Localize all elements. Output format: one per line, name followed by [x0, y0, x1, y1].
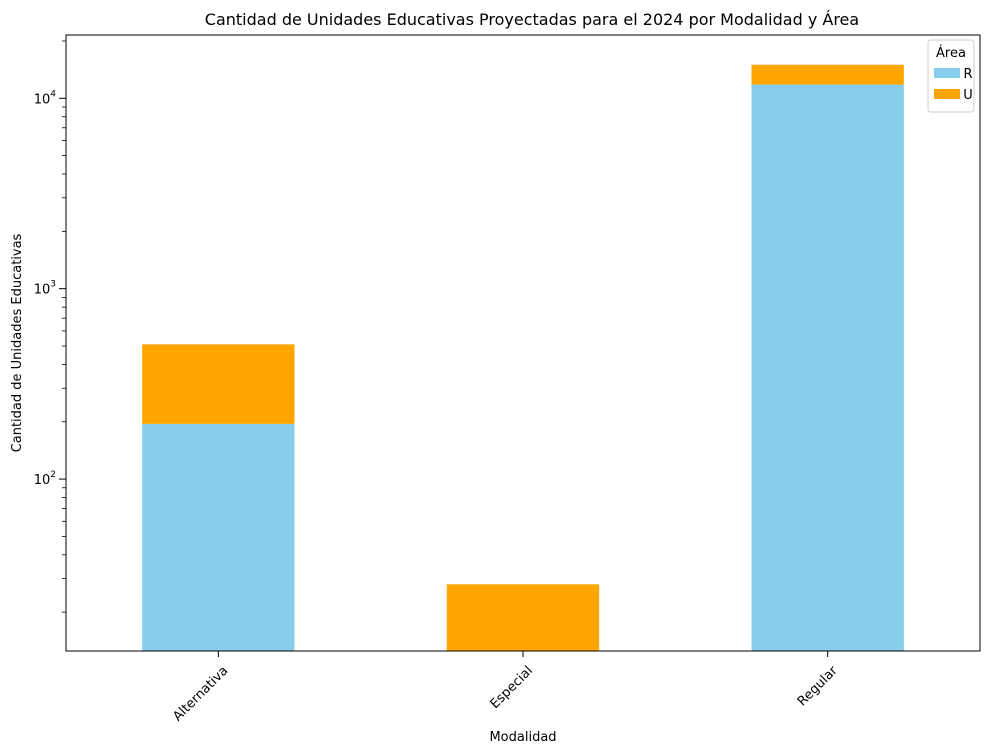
- y-axis-label: Cantidad de Unidades Educativas: [10, 233, 25, 452]
- y-tick-label: 104: [34, 89, 57, 107]
- y-axis: 102 103 104: [34, 40, 66, 613]
- x-axis-label: Modalidad: [489, 730, 556, 745]
- x-axis: Alternativa Especial Regular: [170, 651, 841, 724]
- x-tick-label-alternativa: Alternativa: [170, 663, 231, 724]
- legend-label-u: U: [963, 88, 973, 103]
- bar-u-alternativa: [142, 344, 295, 424]
- legend: Área RU: [927, 39, 975, 113]
- y-tick-label: 102: [34, 470, 56, 488]
- bar-u-especial: [446, 584, 600, 651]
- bars-group: [142, 64, 904, 652]
- bar-u-regular: [751, 64, 904, 85]
- bar-r-regular: [751, 84, 904, 652]
- bar-r-alternativa: [142, 423, 295, 651]
- legend-swatch-r: [934, 68, 960, 78]
- x-tick-label-regular: Regular: [795, 663, 841, 709]
- legend-label-r: R: [963, 67, 972, 82]
- x-tick-label-especial: Especial: [488, 663, 536, 711]
- y-tick-label: 103: [34, 280, 56, 298]
- legend-title: Área: [936, 45, 966, 61]
- legend-swatch-u: [934, 89, 960, 99]
- chart-title: Cantidad de Unidades Educativas Proyecta…: [205, 10, 859, 29]
